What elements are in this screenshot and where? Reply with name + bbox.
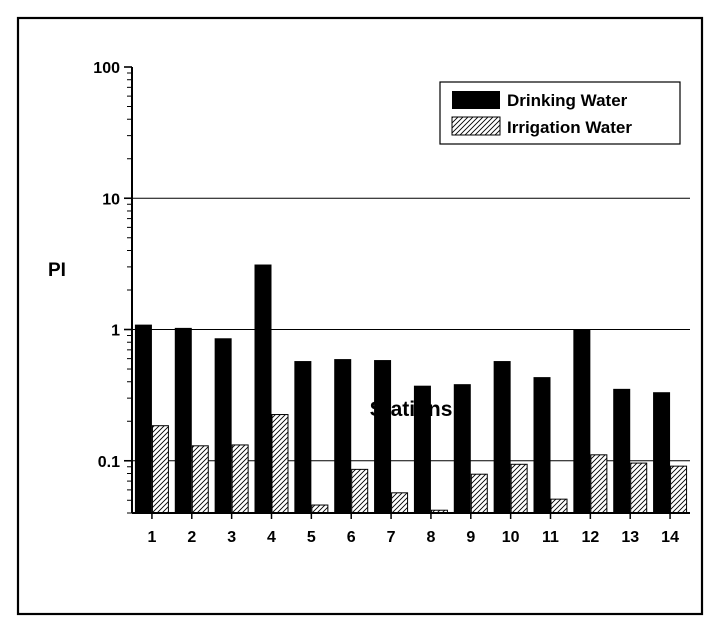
y-tick-label: 1 (111, 323, 120, 340)
legend-label-irrigation-water: Irrigation Water (507, 118, 632, 137)
bar-drinking-water (653, 392, 671, 514)
bar-irrigation-water (351, 468, 369, 514)
x-tick-label: 6 (347, 529, 356, 546)
bar-drinking-water (134, 324, 152, 514)
x-tick-label: 2 (187, 529, 196, 546)
bar-irrigation-water (151, 425, 169, 514)
y-tick-label: 10 (102, 191, 120, 208)
x-tick-label: 3 (227, 529, 236, 546)
x-tick-label: 14 (661, 529, 679, 546)
bar-drinking-water (493, 361, 511, 514)
axes (124, 66, 690, 519)
bar-drinking-water (613, 388, 631, 514)
x-tick-label: 8 (426, 529, 435, 546)
bar-drinking-water (533, 377, 551, 514)
legend-swatch-drinking-water (452, 91, 500, 109)
x-tick-label: 9 (466, 529, 475, 546)
legend: Drinking Water Irrigation Water (439, 81, 681, 145)
y-tick-label: 0.1 (98, 454, 120, 471)
bar-irrigation-water (470, 473, 488, 514)
bar-drinking-water (174, 327, 192, 514)
x-tick-label: 13 (621, 529, 639, 546)
bar-drinking-water (294, 361, 312, 514)
bar-irrigation-water (670, 465, 688, 514)
bar-irrigation-water (191, 445, 209, 514)
x-tick-label: 5 (307, 529, 316, 546)
bar-irrigation-water (391, 492, 409, 514)
bar-irrigation-water (231, 444, 249, 514)
bar-irrigation-water (590, 454, 608, 514)
bar-irrigation-water (510, 463, 528, 514)
x-tick-label: 11 (542, 529, 559, 546)
bar-drinking-water (254, 264, 272, 514)
x-tick-label: 12 (581, 529, 599, 546)
x-tick-label: 10 (502, 529, 520, 546)
bar-irrigation-water (271, 414, 289, 514)
bar-drinking-water (374, 360, 392, 514)
x-tick-label: 1 (147, 529, 156, 546)
bar-irrigation-water (311, 504, 329, 514)
bar-drinking-water (334, 359, 352, 514)
y-tick-label: 100 (93, 60, 120, 77)
bar-irrigation-water (630, 462, 648, 514)
x-axis-label: Stations (370, 398, 453, 421)
x-tick-label: 4 (267, 529, 276, 546)
bar-drinking-water (214, 338, 232, 514)
x-tick-label: 7 (387, 529, 396, 546)
bar-drinking-water (573, 329, 591, 514)
legend-swatch-irrigation-water (451, 116, 501, 136)
y-axis-label: PI (48, 260, 66, 281)
bar-irrigation-water (550, 498, 568, 514)
legend-label-drinking-water: Drinking Water (507, 91, 628, 110)
bar-drinking-water (453, 384, 471, 514)
bars (134, 264, 688, 514)
